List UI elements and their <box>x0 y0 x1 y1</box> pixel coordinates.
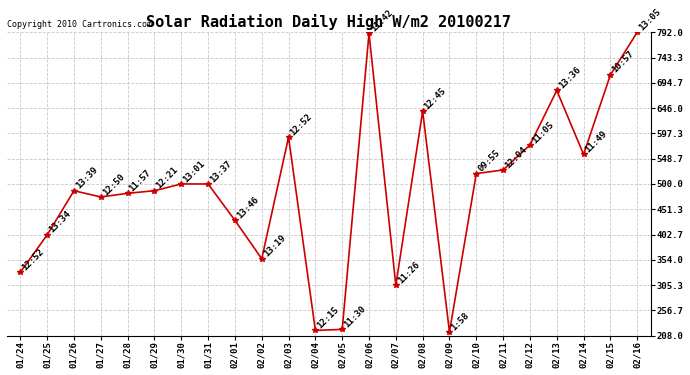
Text: 12:52: 12:52 <box>20 247 46 272</box>
Text: 13:19: 13:19 <box>262 233 287 259</box>
Text: 11:42: 11:42 <box>369 8 395 33</box>
Text: 12:21: 12:21 <box>155 165 180 191</box>
Text: 09:55: 09:55 <box>476 148 502 174</box>
Text: 13:36: 13:36 <box>557 65 582 90</box>
Text: 11:30: 11:30 <box>342 304 368 329</box>
Text: 13:05: 13:05 <box>637 7 662 32</box>
Text: 13:37: 13:37 <box>208 159 233 184</box>
Text: Copyright 2010 Cartronics.com: Copyright 2010 Cartronics.com <box>7 20 152 29</box>
Text: 13:34: 13:34 <box>47 210 72 235</box>
Text: 12:15: 12:15 <box>315 305 341 330</box>
Text: 11:26: 11:26 <box>396 260 421 285</box>
Text: 12:04: 12:04 <box>503 145 529 170</box>
Text: 11:57: 11:57 <box>128 168 153 194</box>
Text: 1:58: 1:58 <box>449 310 471 332</box>
Text: 10:57: 10:57 <box>611 50 635 75</box>
Text: 13:39: 13:39 <box>74 165 99 191</box>
Text: 13:46: 13:46 <box>235 195 260 220</box>
Text: 13:01: 13:01 <box>181 159 206 184</box>
Text: 12:45: 12:45 <box>423 86 448 111</box>
Title: Solar Radiation Daily High W/m2 20100217: Solar Radiation Daily High W/m2 20100217 <box>146 14 511 30</box>
Text: 11:49: 11:49 <box>584 129 609 154</box>
Text: 11:05: 11:05 <box>530 120 555 145</box>
Text: 12:52: 12:52 <box>288 112 314 137</box>
Text: 12:50: 12:50 <box>101 172 126 197</box>
